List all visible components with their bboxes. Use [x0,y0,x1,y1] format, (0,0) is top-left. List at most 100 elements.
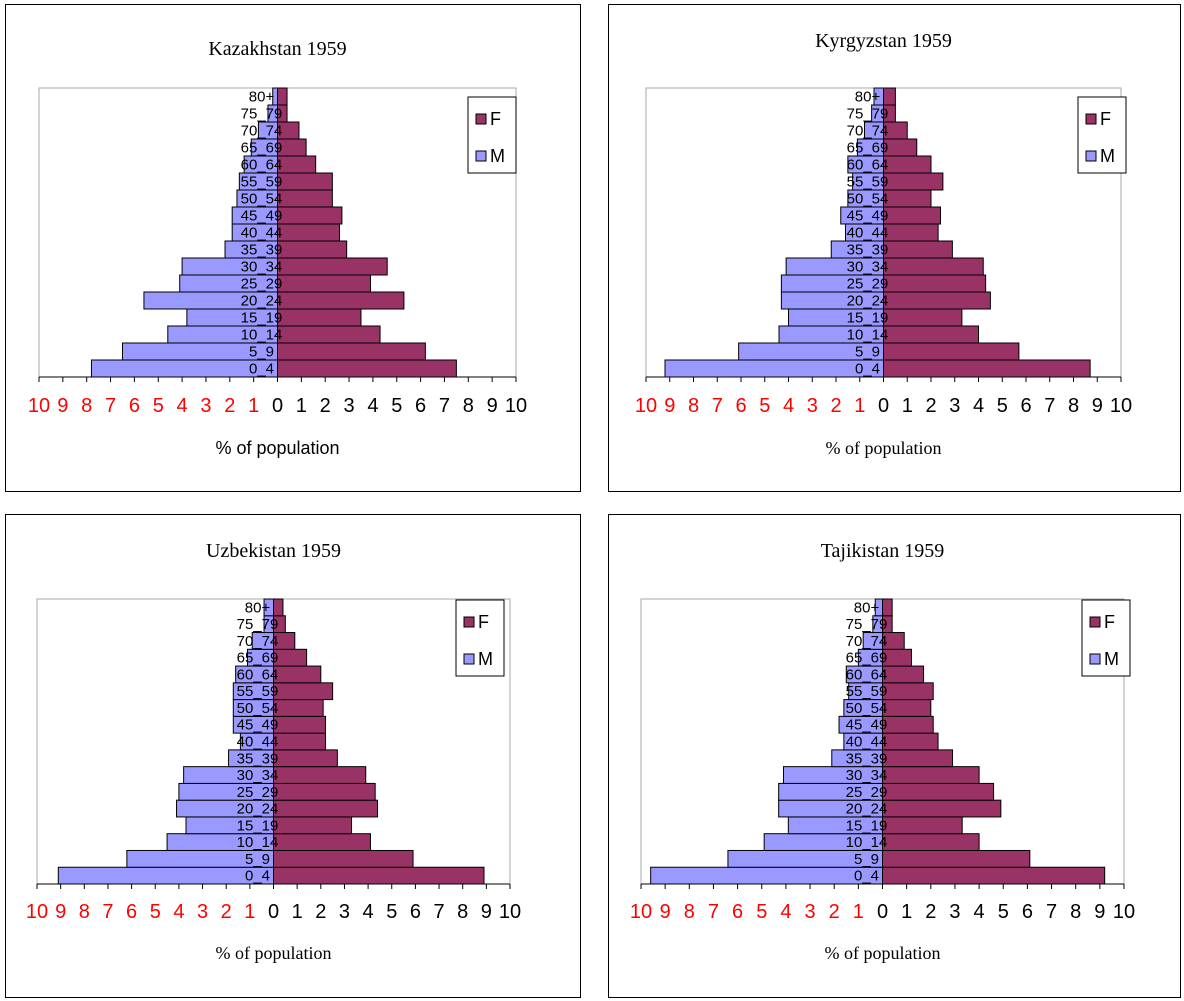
age-group-label: 70_74 [241,123,283,140]
age-group-label: 70_74 [847,123,889,140]
x-tick-label-right: 2 [925,901,936,923]
x-tick-label-right: 6 [415,395,426,417]
chart-title: Tajikistan 1959 [821,540,945,562]
age-group-label: 20_24 [847,293,889,310]
age-group-label: 55_59 [847,174,889,191]
age-group-label: 0_4 [854,868,879,885]
age-group-label: 65_69 [241,140,283,157]
age-group-label: 10_14 [241,327,283,344]
age-group-label: 50_54 [847,191,889,208]
age-group-label: 45_49 [846,717,888,734]
x-tick-label-left: 1 [854,395,865,417]
bar-female-5_9 [883,342,1020,361]
x-tick-label-right: 3 [949,395,960,417]
legend: FM [1081,599,1131,677]
bar-female-35_39 [883,240,953,259]
x-tick-label-right: 4 [973,395,984,417]
bar-female-40_44 [883,223,939,242]
population-pyramid-chart: Kyrgyzstan 1959 0_45_910_1415_1920_2425_2… [635,30,1132,458]
x-tick-label-right: 10 [499,901,521,923]
bar-female-10_14 [277,325,381,344]
x-tick-label-right: 7 [439,395,450,417]
bar-female-80+ [882,598,893,617]
legend-swatch-male [1085,150,1097,162]
age-group-label: 50_54 [241,191,283,208]
x-tick-label-left: 2 [829,901,840,923]
x-tick-label-right: 5 [391,395,402,417]
x-tick-label-right: 0 [877,901,888,923]
x-tick-label-left: 3 [804,901,815,923]
x-tick-label-left: 10 [26,901,48,923]
x-tick-label-right: 2 [320,395,331,417]
x-tick-label-left: 8 [684,901,695,923]
x-tick-label-left: 2 [224,395,235,417]
age-group-label: 30_34 [241,259,283,276]
age-group-label: 20_24 [846,801,888,818]
x-tick-label-right: 3 [949,901,960,923]
bar-female-45_49 [883,206,941,225]
age-group-label: 80+ [249,89,275,106]
age-group-label: 55_59 [241,174,283,191]
x-tick-label-right: 2 [315,901,326,923]
bar-female-15_19 [273,816,353,835]
x-axis-label: % of population [215,438,339,458]
x-tick-label-right: 4 [367,395,378,417]
age-group-label: 35_39 [847,242,889,259]
bar-female-55_59 [883,172,944,191]
legend: FM [455,599,505,677]
x-tick-label-left: 5 [153,395,164,417]
age-group-label: 30_34 [846,767,888,784]
x-tick-label-right: 9 [487,395,498,417]
age-group-label: 60_64 [241,157,283,174]
x-tick-label-right: 8 [463,395,474,417]
legend-swatch-female [463,616,475,628]
x-tick-label-right: 5 [997,395,1008,417]
x-tick-label-left: 7 [712,395,723,417]
bar-female-5_9 [882,849,1031,868]
age-group-label: 15_19 [847,310,889,327]
bar-female-15_19 [277,308,362,327]
x-tick-label-left: 7 [105,395,116,417]
x-tick-label-left: 4 [177,395,188,417]
x-tick-label-right: 8 [457,901,468,923]
bar-female-35_39 [277,240,348,259]
bar-female-50_54 [882,699,932,717]
age-group-label: 20_24 [237,801,279,818]
x-tick-label-left: 10 [635,395,657,417]
age-group-label: 0_4 [245,868,270,885]
age-group-label: 5_9 [249,344,274,361]
age-group-label: 80+ [854,599,880,616]
bar-female-65_69 [883,138,918,157]
x-tick-label-left: 2 [221,901,232,923]
bar-female-25_29 [883,274,987,293]
age-group-label: 10_14 [847,327,889,344]
bar-female-30_34 [277,257,388,276]
x-tick-label-left: 8 [688,395,699,417]
x-tick-label-left: 3 [807,395,818,417]
x-tick-label-left: 5 [756,901,767,923]
bar-female-80+ [273,598,284,617]
age-group-label: 70_74 [846,633,888,650]
age-group-label: 75_79 [847,106,889,123]
x-tick-label-right: 1 [296,395,307,417]
bar-female-15_19 [882,816,963,835]
x-tick-label-left: 4 [783,395,794,417]
bar-female-45_49 [882,715,934,734]
age-group-label: 60_64 [847,157,889,174]
age-group-label: 80+ [245,599,271,616]
x-tick-label-right: 0 [878,395,889,417]
x-tick-label-right: 1 [902,395,913,417]
bar-female-65_69 [273,648,308,667]
x-tick-label-right: 9 [1094,901,1105,923]
bar-female-0_4 [882,866,1106,885]
age-group-label: 25_29 [847,276,889,293]
bar-female-30_34 [883,257,984,276]
bar-female-30_34 [273,766,367,784]
age-group-label: 65_69 [237,650,279,667]
age-group-label: 25_29 [846,784,888,801]
age-group-label: 75_79 [846,616,888,633]
age-group-label: 5_9 [245,851,270,868]
bar-female-20_24 [883,291,991,310]
x-tick-label-right: 5 [386,901,397,923]
bar-female-55_59 [273,682,334,701]
